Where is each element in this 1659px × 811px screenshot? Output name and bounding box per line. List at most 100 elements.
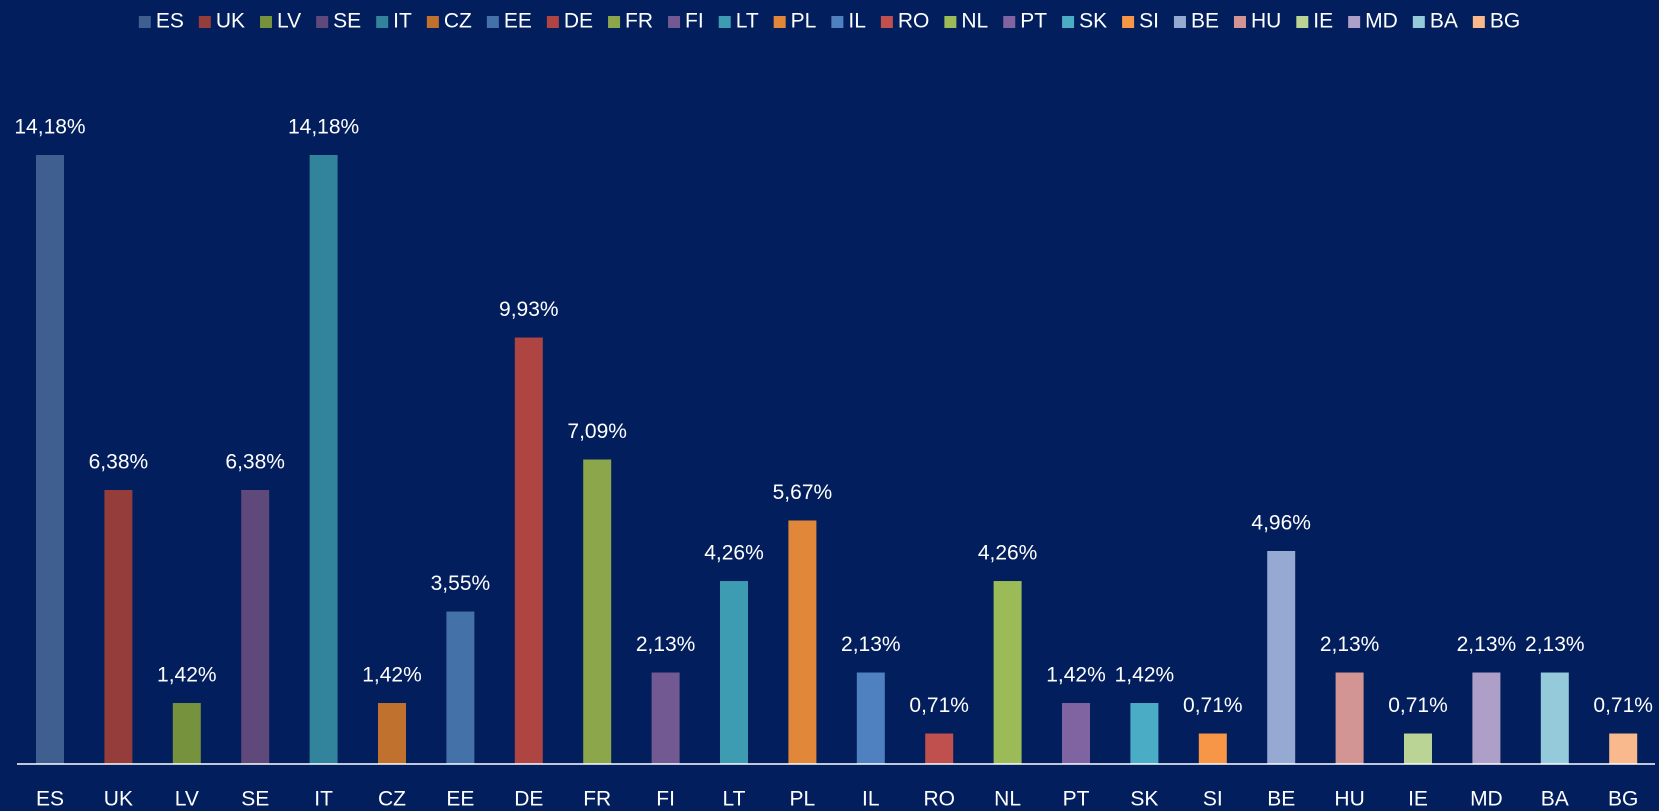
bar	[925, 733, 954, 764]
legend-swatch	[198, 16, 211, 28]
bar	[1335, 672, 1364, 764]
x-tick-label: SI	[1203, 788, 1223, 811]
bar	[1540, 672, 1569, 764]
x-tick-label: UK	[104, 788, 133, 811]
legend-swatch	[773, 16, 786, 28]
x-tick-label: NL	[994, 788, 1021, 811]
bar	[1472, 672, 1501, 764]
bar	[1062, 703, 1090, 764]
legend-swatch	[1173, 16, 1186, 28]
value-label: 4,26%	[978, 542, 1038, 565]
legend-swatch	[718, 16, 731, 28]
bar	[104, 489, 133, 764]
legend-swatch	[1233, 16, 1246, 28]
bar	[651, 672, 680, 764]
value-label: 0,71%	[1183, 694, 1243, 717]
legend-swatch	[1122, 16, 1135, 28]
x-tick-label: ES	[36, 788, 64, 811]
x-tick-label: BG	[1608, 788, 1638, 811]
legend-label: SK	[1079, 10, 1107, 33]
x-tick-label: FR	[583, 788, 611, 811]
legend-label: PT	[1020, 10, 1047, 33]
legend-label: IT	[393, 10, 412, 33]
legend-label: ES	[156, 10, 184, 33]
legend-swatch	[831, 16, 844, 28]
x-tick-label: BE	[1267, 788, 1295, 811]
bar	[993, 581, 1022, 764]
x-tick-label: CZ	[378, 788, 406, 811]
x-tick-label: SE	[241, 788, 269, 811]
legend-swatch	[1412, 16, 1425, 28]
legend-label: HU	[1251, 10, 1281, 33]
value-label: 6,38%	[89, 451, 149, 474]
legend-label: BG	[1490, 10, 1520, 33]
x-tick-label: DE	[514, 788, 543, 811]
legend-label: NL	[961, 10, 988, 33]
x-tick-label: RO	[923, 788, 955, 811]
value-label: 7,09%	[567, 420, 627, 443]
bar	[788, 520, 817, 764]
legend-swatch	[260, 16, 273, 28]
legend-label: UK	[216, 10, 245, 33]
legend-swatch	[1062, 16, 1075, 28]
legend-label: IL	[848, 10, 866, 33]
legend: ES UK LV SE IT CZ EE DE FR FI LT PL IL RO NL PT SK SI BE HU…	[138, 10, 1520, 33]
legend-swatch	[138, 16, 151, 28]
bar	[1198, 733, 1227, 764]
legend-label: SI	[1139, 10, 1159, 33]
legend-label: FR	[625, 10, 653, 33]
value-label: 2,13%	[1457, 633, 1517, 656]
legend-swatch	[944, 16, 957, 28]
bar	[36, 155, 64, 764]
x-tick-label: HU	[1334, 788, 1364, 811]
legend-label: CZ	[444, 10, 472, 33]
legend-label: BE	[1191, 10, 1219, 33]
legend-swatch	[1003, 16, 1016, 28]
value-label: 6,38%	[225, 451, 285, 474]
legend-swatch	[546, 16, 559, 28]
x-tick-label: SK	[1130, 788, 1158, 811]
bar	[172, 703, 201, 764]
legend-swatch	[486, 16, 499, 28]
legend-swatch	[316, 16, 329, 28]
x-tick-label: IL	[862, 788, 880, 811]
legend-label: FI	[685, 10, 704, 33]
legend-label: EE	[504, 10, 532, 33]
legend-label: PL	[791, 10, 817, 33]
value-label: 3,55%	[431, 572, 491, 595]
x-tick-label: IE	[1408, 788, 1428, 811]
legend-swatch	[426, 16, 439, 28]
x-tick-label: MD	[1470, 788, 1503, 811]
value-label: 0,71%	[1388, 694, 1448, 717]
legend-label: BA	[1430, 10, 1458, 33]
legend-swatch	[376, 16, 389, 28]
value-label: 14,18%	[288, 116, 359, 139]
value-label: 2,13%	[841, 633, 901, 656]
value-label: 2,13%	[1320, 633, 1380, 656]
value-label: 4,96%	[1251, 512, 1311, 535]
value-label: 0,71%	[1593, 694, 1653, 717]
value-label: 5,67%	[773, 481, 833, 504]
value-label: 1,42%	[157, 664, 217, 687]
value-label: 14,18%	[14, 116, 85, 139]
bar	[1267, 550, 1296, 764]
bar	[309, 155, 338, 764]
bar	[1404, 733, 1432, 764]
x-tick-label: BA	[1541, 788, 1569, 811]
value-label: 2,13%	[636, 633, 696, 656]
value-label: 9,93%	[499, 298, 559, 321]
value-label: 2,13%	[1525, 633, 1585, 656]
x-tick-label: LT	[723, 788, 746, 811]
bar	[1130, 703, 1159, 764]
value-label: 1,42%	[362, 664, 422, 687]
legend-swatch	[668, 16, 681, 28]
bar	[514, 337, 543, 764]
bar	[583, 459, 612, 764]
bar	[720, 581, 748, 764]
legend-label: LT	[736, 10, 759, 33]
legend-label: DE	[564, 10, 593, 33]
legend-swatch	[880, 16, 893, 28]
legend-swatch	[1472, 16, 1485, 28]
